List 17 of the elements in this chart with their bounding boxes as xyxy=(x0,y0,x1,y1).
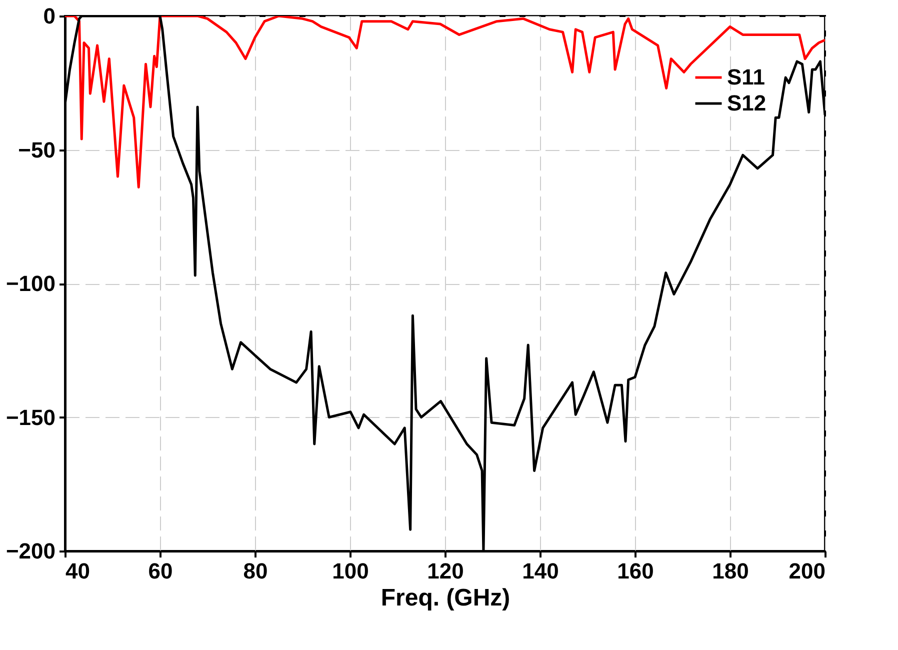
y-tick-label: 0 xyxy=(43,4,56,28)
x-tick-label: 140 xyxy=(522,558,559,584)
y-tick-label: −200 xyxy=(6,538,56,564)
y-tick-label: −100 xyxy=(6,271,56,296)
x-tick-label: 120 xyxy=(427,558,464,584)
x-tick-label: 40 xyxy=(66,558,90,584)
x-tick-label: 100 xyxy=(332,558,369,584)
x-tick-label: 200 xyxy=(788,558,826,584)
x-axis-title: Freq. (GHz) xyxy=(380,584,510,612)
x-tick-label: 180 xyxy=(712,558,749,584)
legend-label: S11 xyxy=(727,64,765,90)
legend-label: S12 xyxy=(727,90,766,116)
x-tick-label: 60 xyxy=(148,558,173,584)
y-tick-label: −150 xyxy=(6,404,56,430)
y-tick-label: −50 xyxy=(18,137,56,162)
x-tick-label: 80 xyxy=(243,558,268,584)
x-tick-label: 160 xyxy=(617,558,654,584)
